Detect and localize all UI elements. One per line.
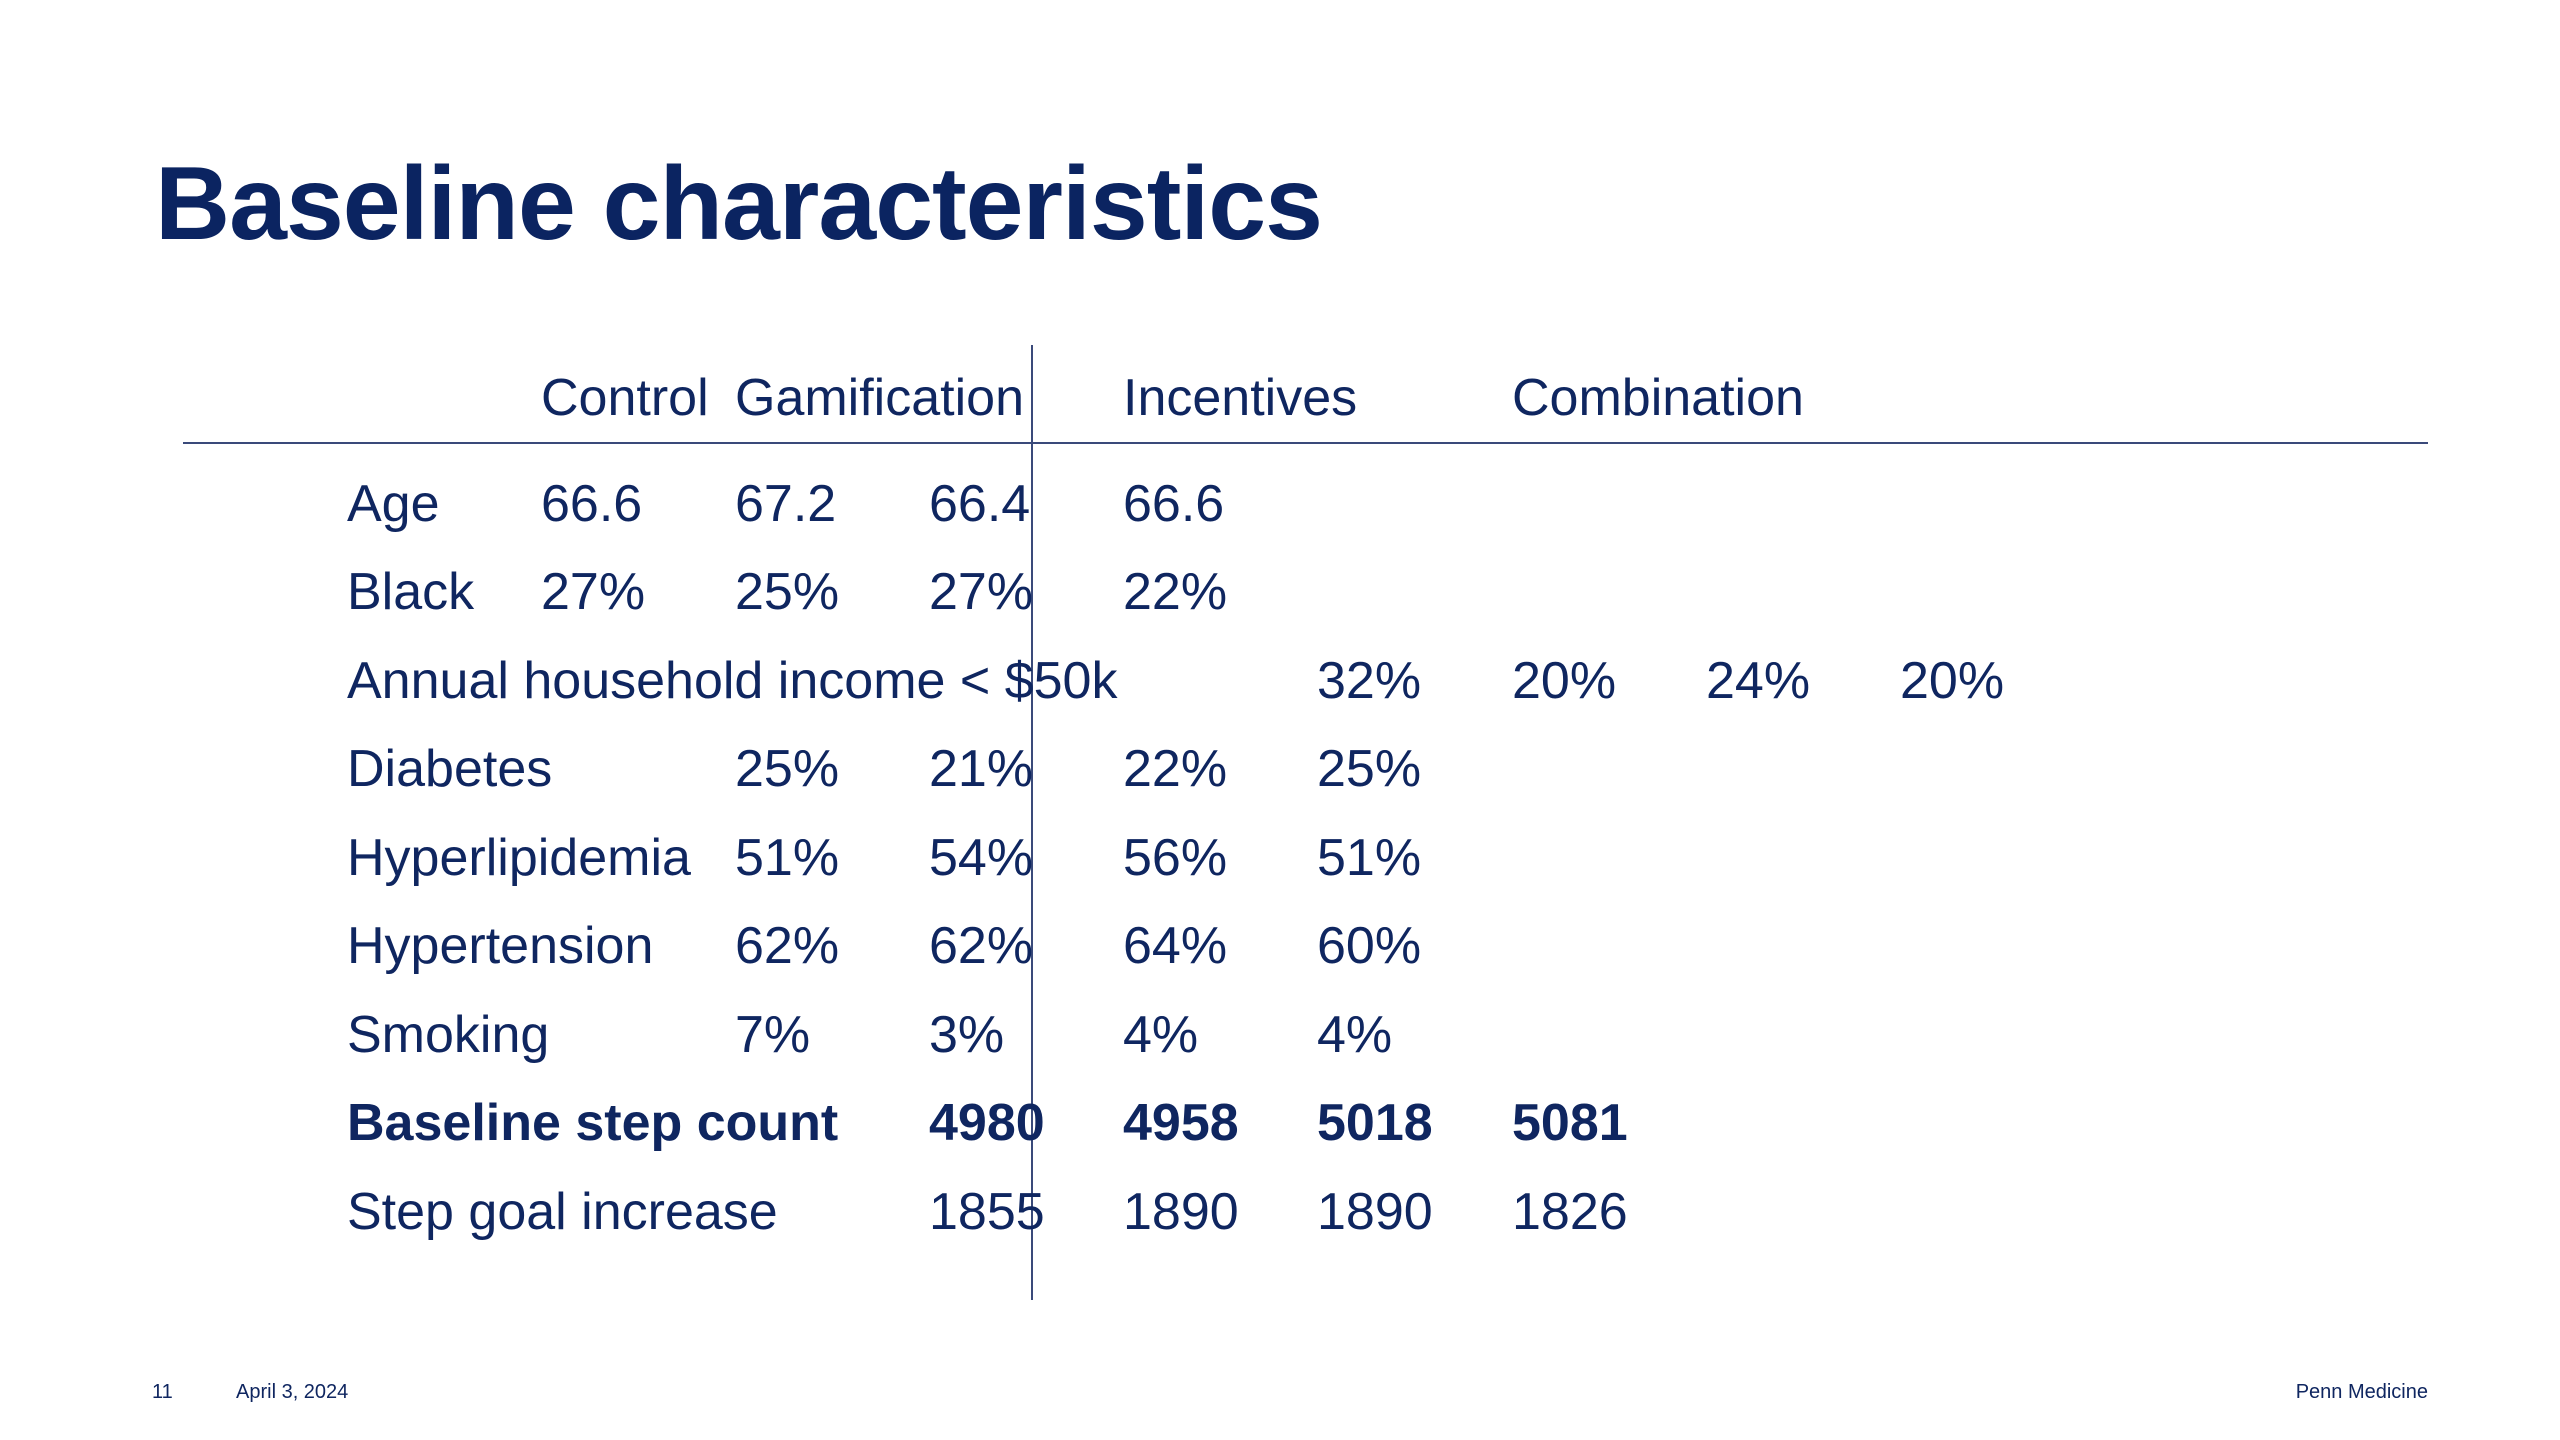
slide-title: Baseline characteristics — [155, 146, 1323, 262]
table-cell: 67.2 — [735, 475, 837, 533]
row-label-step-goal-increase: Step goal increase — [347, 1183, 778, 1241]
table-cell: 66.4 — [929, 475, 1031, 533]
table-cell: 62% — [929, 917, 1034, 975]
table-cell: 24% — [1706, 652, 1811, 710]
footer-brand: Penn Medicine — [2295, 1381, 2428, 1403]
row-label-black: Black — [347, 563, 475, 621]
header-incentives: Incentives — [1123, 369, 1358, 427]
table-cell: 56% — [1123, 829, 1228, 887]
table-cell: 25% — [1317, 740, 1422, 798]
table-cell: 1855 — [929, 1183, 1045, 1241]
table-cell: 51% — [1317, 829, 1422, 887]
table-cell: 22% — [1123, 740, 1228, 798]
row-label-income: Annual household income < $50k — [347, 652, 1118, 710]
row-label-hyperlipidemia: Hyperlipidemia — [347, 829, 691, 887]
table-cell: 1826 — [1512, 1183, 1628, 1241]
table-cell: 54% — [929, 829, 1034, 887]
row-label-age: Age — [347, 475, 440, 533]
header-control: Control — [541, 369, 709, 427]
table-cell: 66.6 — [1123, 475, 1225, 533]
table-cell: 3% — [929, 1006, 1005, 1064]
table-cell: 27% — [929, 563, 1034, 621]
table-cell: 51% — [735, 829, 840, 887]
row-label-diabetes: Diabetes — [347, 740, 553, 798]
table-cell: 4% — [1123, 1006, 1199, 1064]
table-cell: 5018 — [1317, 1094, 1433, 1152]
row-label-baseline-step-count: Baseline step count — [347, 1094, 839, 1152]
table-cell: 7% — [735, 1006, 811, 1064]
page-number: 11 — [152, 1381, 173, 1403]
table-cell: 4958 — [1123, 1094, 1239, 1152]
table-cell: 32% — [1317, 652, 1422, 710]
vertical-divider — [1031, 345, 1033, 1300]
table-cell: 1890 — [1317, 1183, 1433, 1241]
table-cell: 4980 — [929, 1094, 1045, 1152]
table-cell: 27% — [541, 563, 646, 621]
table-cell: 66.6 — [541, 475, 643, 533]
table-cell: 62% — [735, 917, 840, 975]
table-cell: 20% — [1512, 652, 1617, 710]
row-label-smoking: Smoking — [347, 1006, 550, 1064]
table-cell: 4% — [1317, 1006, 1393, 1064]
row-label-hypertension: Hypertension — [347, 917, 654, 975]
table-cell: 25% — [735, 740, 840, 798]
header-combination: Combination — [1512, 369, 1804, 427]
table-cell: 1890 — [1123, 1183, 1239, 1241]
footer-date: April 3, 2024 — [236, 1381, 349, 1403]
table-cell: 22% — [1123, 563, 1228, 621]
table-cell: 60% — [1317, 917, 1422, 975]
table-cell: 21% — [929, 740, 1034, 798]
header-gamification: Gamification — [735, 369, 1024, 427]
table-cell: 5081 — [1512, 1094, 1628, 1152]
table-cell: 25% — [735, 563, 840, 621]
table-cell: 20% — [1900, 652, 2005, 710]
header-divider — [183, 442, 2428, 444]
table-cell: 64% — [1123, 917, 1228, 975]
